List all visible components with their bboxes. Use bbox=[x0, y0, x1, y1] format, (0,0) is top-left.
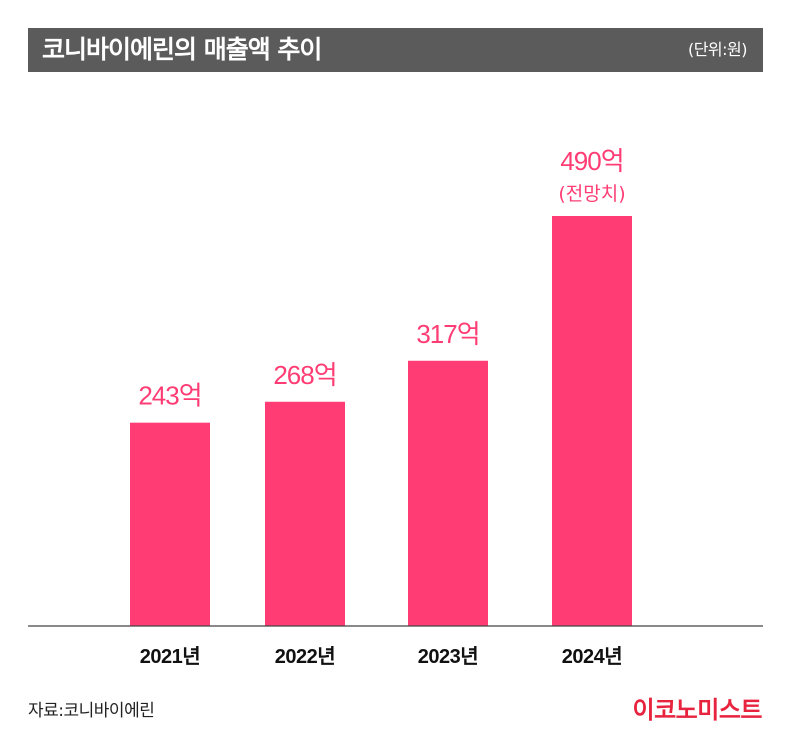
bar-3 bbox=[552, 216, 632, 626]
chart-title: 코니바이에린의 매출액 추이 bbox=[42, 35, 322, 64]
source-note: 자료:코니바이에린 bbox=[28, 701, 155, 721]
data-label-0: 243억 bbox=[138, 381, 201, 411]
annotation-3: (전망치) bbox=[558, 183, 625, 205]
x-tick-label-1: 2022년 bbox=[275, 645, 335, 668]
title-bar: 코니바이에린의 매출액 추이 (단위:원) bbox=[28, 28, 763, 72]
brand-logo: 이코노미스트 bbox=[632, 696, 763, 724]
x-tick-label-3: 2024년 bbox=[562, 645, 622, 668]
data-label-3: 490억 bbox=[560, 146, 623, 176]
bar-2 bbox=[408, 360, 488, 626]
bar-1 bbox=[265, 401, 345, 626]
data-label-1: 268억 bbox=[273, 360, 336, 390]
x-tick-label-0: 2021년 bbox=[140, 645, 200, 668]
unit-label: (단위:원) bbox=[687, 40, 748, 59]
x-tick-label-2: 2023년 bbox=[418, 645, 478, 668]
bar-0 bbox=[130, 422, 210, 626]
data-label-2: 317억 bbox=[416, 319, 479, 349]
